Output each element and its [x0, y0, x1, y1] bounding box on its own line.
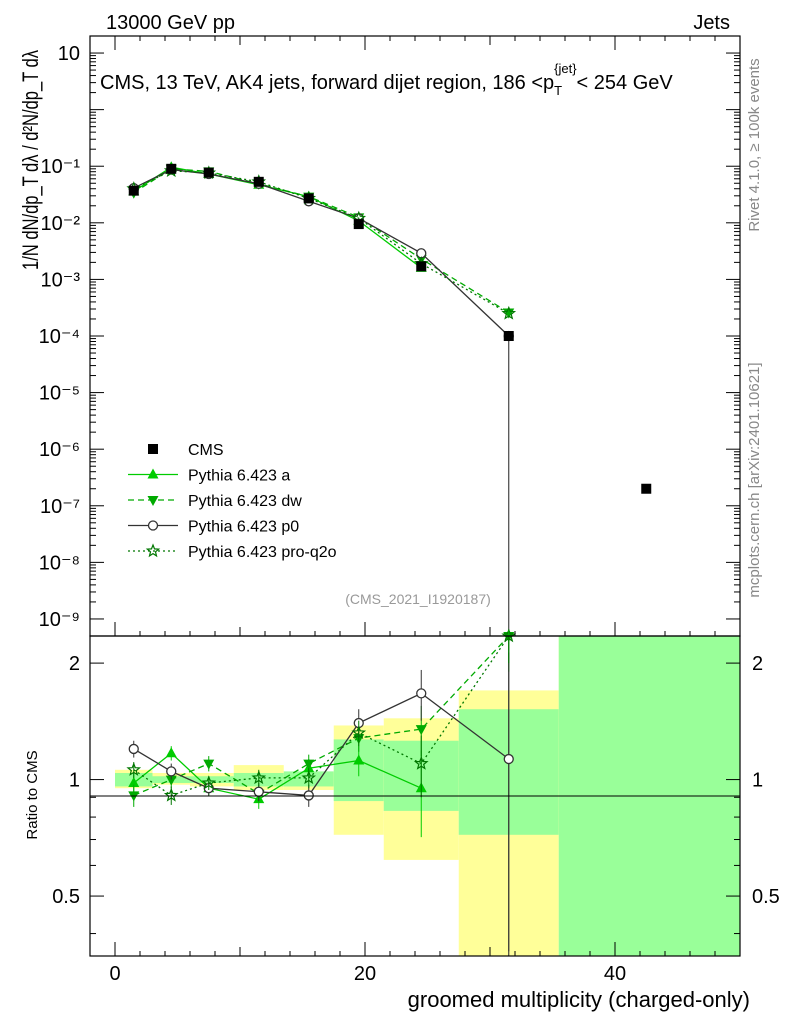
ratio-point-p0-0 [128, 743, 139, 755]
y-ticks-ratio: 2 2 1 1 0.5 0.5 [52, 653, 780, 935]
x-tick-label-0: 0 [109, 963, 120, 985]
main-y-axis-label-text: 1/N dN/dp_T dλ / d²N/dp_T dλ [18, 50, 43, 270]
ratio-point-dw-6 [415, 725, 427, 736]
ratio-y-tick-label-2: 0.5 [52, 886, 80, 908]
chart-title-tail: < 254 GeV [577, 72, 674, 94]
ratio-point-a-5 [353, 754, 365, 765]
legend-label-3: Pythia 6.423 p0 [188, 519, 299, 536]
legend-entry-1: Pythia 6.423 a [128, 468, 290, 485]
ratio-point-p0-6 [416, 688, 427, 699]
series-point-pro-7 [501, 305, 517, 320]
ratio-point-pro-4 [301, 770, 317, 785]
series-line-a [133, 166, 422, 269]
chart-title: CMS, 13 TeV, AK4 jets, forward dijet reg… [100, 61, 673, 98]
ratio-y-axis-label: Ratio to CMS [24, 750, 41, 839]
legend-entry-2: Pythia 6.423 dw [128, 493, 302, 510]
legend-swatch-marker-p0 [147, 520, 159, 531]
stat-uncertainty-band-2 [190, 776, 234, 783]
y-tick-label-main-5: 10⁻⁵ [39, 383, 80, 405]
cms-point-1 [166, 163, 177, 174]
mcplots-label: mcplots.cern.ch [arXiv:2401.10621] [746, 362, 763, 597]
legend-label-4: Pythia 6.423 pro-q2o [188, 544, 337, 561]
mcplots-label-text: mcplots.cern.ch [arXiv:2401.10621] [746, 362, 763, 597]
series-line-p0 [133, 168, 510, 337]
y-tick-label-main-2: 10⁻² [41, 213, 81, 235]
ratio-point-pro-2 [201, 775, 217, 790]
ratio-y-tick-label-1: 1 [69, 770, 80, 792]
legend-entry-0: CMS [148, 442, 224, 459]
y-tick-label-main-0: 10 [58, 43, 80, 65]
x-tick-label-2: 40 [604, 963, 626, 985]
chart-title-main: CMS, 13 TeV, AK4 jets, forward dijet reg… [100, 72, 554, 94]
cms-point-5 [353, 219, 364, 230]
cms-point-0 [128, 185, 139, 196]
header-left: 13000 GeV pp [106, 12, 235, 34]
ratio-y-tick-label-right-0: 2 [752, 653, 763, 675]
ratio-point-pro-5 [351, 725, 367, 740]
ratio-point-p0-3 [253, 786, 264, 797]
y-tick-label-main-9: 10⁻⁹ [39, 609, 80, 631]
header-right: Jets [693, 12, 730, 34]
legend-swatch-marker-a [147, 468, 159, 479]
chart-title-sup: {jet} [554, 61, 577, 76]
y-ticks-main: 10 10⁻¹ 10⁻² 10⁻³ 10⁻⁴ 10⁻⁵ 10⁻⁶ 10⁻⁷ 10⁻⁸ 10⁻⁹ [39, 35, 740, 631]
ratio-point-a-1 [165, 747, 177, 758]
analysis-id: (CMS_2021_I1920187) [345, 591, 491, 607]
y-tick-label-main-3: 10⁻³ [41, 269, 81, 291]
ratio-point-pro-6 [413, 755, 429, 770]
x-tick-label-1: 20 [354, 963, 376, 985]
legend-entry-3: Pythia 6.423 p0 [128, 519, 299, 536]
cms-point-2 [203, 167, 214, 178]
legend-label-2: Pythia 6.423 dw [188, 493, 302, 510]
cms-point-7 [503, 331, 514, 341]
x-axis-label: groomed multiplicity (charged-only) [408, 987, 750, 1012]
ratio-point-pro-3 [251, 770, 267, 785]
ratio-point-p0-4 [303, 790, 314, 801]
ratio-point-p0-1 [166, 766, 177, 777]
ratio-point-p0-7 [503, 753, 514, 765]
series-line-pro [133, 170, 510, 315]
legend: CMS Pythia 6.423 a Pythia 6.423 dw Pythia 6… [128, 442, 337, 561]
cms-point-4 [303, 193, 314, 204]
legend-label-0: CMS [188, 442, 224, 459]
legend-label-1: Pythia 6.423 a [188, 468, 290, 485]
ratio-point-pro-1 [163, 787, 179, 802]
ratio-line-p0 [133, 692, 510, 797]
ratio-point-dw-2 [203, 759, 215, 770]
main-y-axis-label: 1/N dN/dp_T dλ / d²N/dp_T dλ [18, 50, 43, 270]
cms-point-8 [641, 483, 652, 494]
y-tick-label-main-4: 10⁻⁴ [39, 326, 80, 348]
y-tick-label-main-1: 10⁻¹ [41, 156, 81, 178]
ratio-y-axis-label-text: Ratio to CMS [24, 750, 41, 839]
ratio-point-pro-0 [126, 762, 142, 776]
ratio-y-tick-label-right-2: 0.5 [752, 886, 780, 908]
ratio-point-a-0 [128, 776, 140, 787]
ratio-y-tick-label-right-1: 1 [752, 770, 763, 792]
series-line-dw [133, 168, 510, 314]
ratio-point-dw-1 [165, 775, 177, 786]
ratio-y-tick-label-0: 2 [69, 653, 80, 675]
ratio-series-layer [126, 628, 517, 952]
y-tick-label-main-7: 10⁻⁷ [40, 496, 80, 518]
legend-swatch-marker-pro [145, 543, 161, 558]
legend-swatch-cms [148, 444, 158, 454]
cms-point-6 [416, 261, 427, 272]
ratio-point-dw-4 [303, 759, 315, 770]
legend-swatch-marker-dw [147, 496, 159, 506]
chart-title-sub: T [554, 83, 562, 98]
x-ticks: 0 20 40 [109, 36, 741, 985]
legend-entry-4: Pythia 6.423 pro-q2o [128, 543, 337, 561]
ratio-point-pro-7 [501, 628, 517, 643]
rivet-label-text: Rivet 4.1.0, ≥ 100k events [746, 58, 763, 231]
y-tick-label-main-8: 10⁻⁸ [39, 552, 80, 574]
rivet-label: Rivet 4.1.0, ≥ 100k events [746, 58, 763, 231]
y-tick-label-main-6: 10⁻⁶ [39, 439, 80, 461]
cms-point-3 [253, 176, 264, 187]
